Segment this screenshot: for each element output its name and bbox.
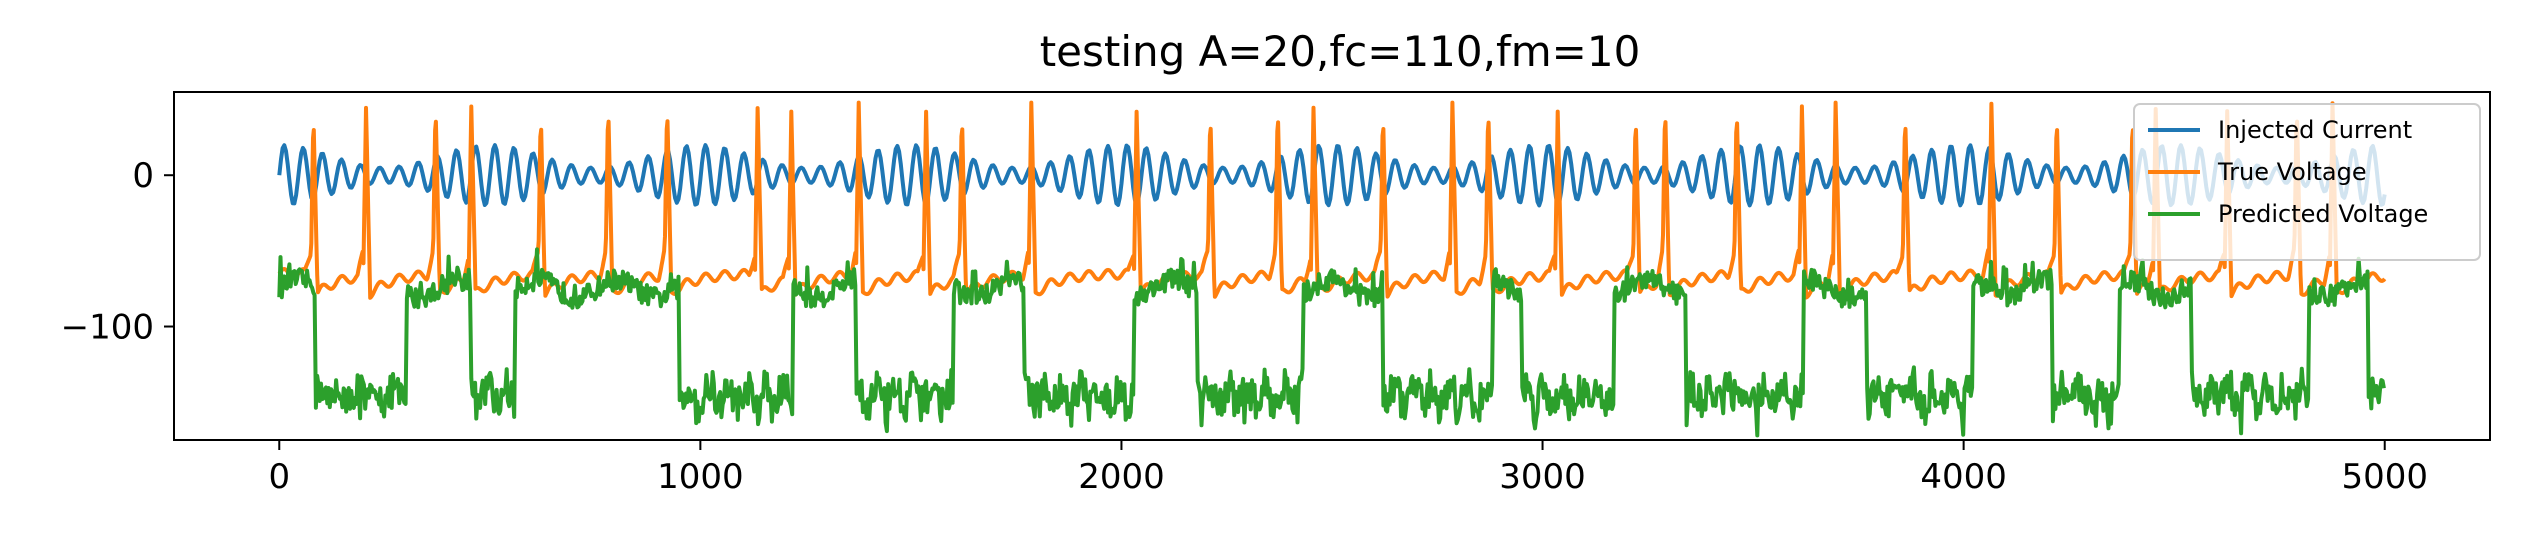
x-tick-label: 1000 [657, 457, 744, 497]
legend: Injected Current True Voltage Predicted Vo… [2133, 103, 2481, 261]
x-tick-label: 5000 [2341, 457, 2428, 497]
legend-label: Predicted Voltage [2218, 200, 2428, 228]
y-tick-label: 0 [132, 156, 154, 196]
x-tick-label: 2000 [1078, 457, 1165, 497]
axis-layer: 0 1000 2000 3000 4000 5000 0 −100 [61, 156, 2428, 497]
series-line-injected-current [277, 143, 2387, 208]
chart-title: testing A=20,fc=110,fm=10 [1040, 27, 1641, 76]
y-tick-label: −100 [61, 308, 154, 348]
series-line-predicted-voltage [277, 247, 2386, 438]
legend-label: True Voltage [2217, 158, 2367, 186]
legend-label: Injected Current [2218, 116, 2412, 144]
axes-frame [173, 91, 2491, 441]
x-tick-label: 0 [268, 457, 290, 497]
legend-box [2133, 103, 2481, 261]
x-tick-label: 4000 [1920, 457, 2007, 497]
x-tick-label: 3000 [1499, 457, 1586, 497]
series-layer [277, 100, 2387, 438]
